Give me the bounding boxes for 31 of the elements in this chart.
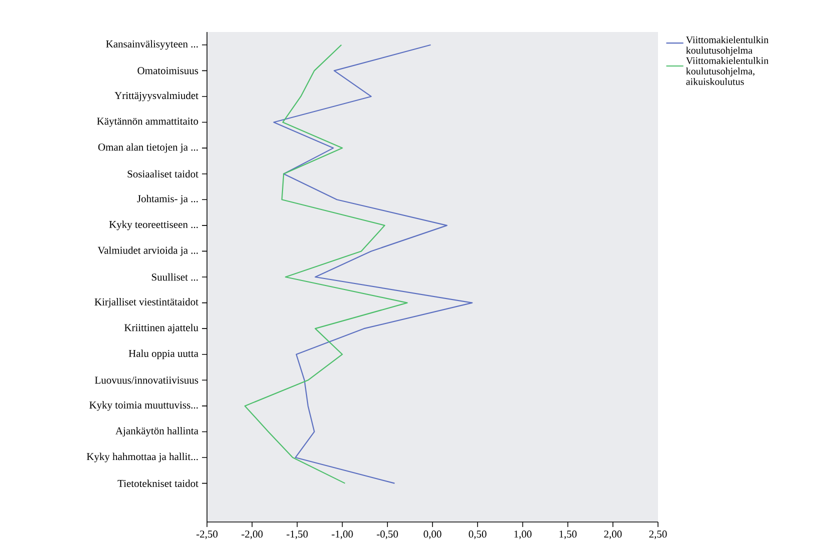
- y-tick-label: Omatoimisuus: [138, 67, 198, 74]
- x-tick-label: 1,50: [560, 530, 577, 540]
- y-tick-label: Sosiaaliset taidot: [128, 170, 198, 178]
- y-tick-label: Johtamis- ja ...: [137, 194, 198, 204]
- x-tick-label: -2,00: [242, 530, 263, 540]
- y-tick-label: Valmiudet arvioida ja ...: [98, 246, 198, 256]
- x-tick-label: 2,00: [604, 530, 622, 540]
- y-tick-label: Luovuus/innovatiivisuus: [94, 376, 198, 384]
- y-tick-label: Suulliset ...: [152, 273, 198, 281]
- y-tick-label: Kyky teoreettiseen ...: [109, 220, 198, 230]
- y-tick-label: Käytännön ammattitaito: [97, 118, 198, 127]
- y-tick-label: Halu oppia uutta: [128, 350, 198, 360]
- x-tick-label: -0,50: [376, 530, 398, 540]
- y-tick-label: Ajankäytön hallinta: [115, 426, 198, 437]
- x-tick-label: 0,00: [424, 530, 442, 540]
- y-tick-label: Kyky toimia muuttuviss...: [89, 401, 198, 411]
- x-tick-label: 0,50: [468, 530, 486, 540]
- x-tick-label: -2,50: [196, 530, 218, 540]
- y-tick-label: Kyky hahmottaa ja hallit...: [86, 452, 198, 462]
- y-tick-label: Kriittinen ajattelu: [124, 324, 198, 334]
- y-tick-label: Kansainvälisyyteen ...: [106, 40, 198, 50]
- y-tick-label: Yrittäjyysvalmiudet: [114, 92, 198, 102]
- y-tick-label: Oman alan tietojen ja ...: [98, 143, 198, 153]
- x-tick-label: 1,00: [514, 530, 532, 540]
- x-tick-label: 2,50: [649, 530, 667, 540]
- x-tick-label: -1,00: [332, 530, 353, 540]
- y-tick-label: Tietotekniset taidot: [118, 480, 198, 488]
- y-tick-label: Kirjalliset viestintätaidot: [94, 298, 198, 308]
- x-tick-label: -1,50: [286, 530, 308, 540]
- legend-label: Viittomakielentulkin koulutusohjelma, aikuiskoulutus: [686, 56, 768, 86]
- legend-label: Viittomakielentulkin koulutusohjelma: [686, 36, 768, 56]
